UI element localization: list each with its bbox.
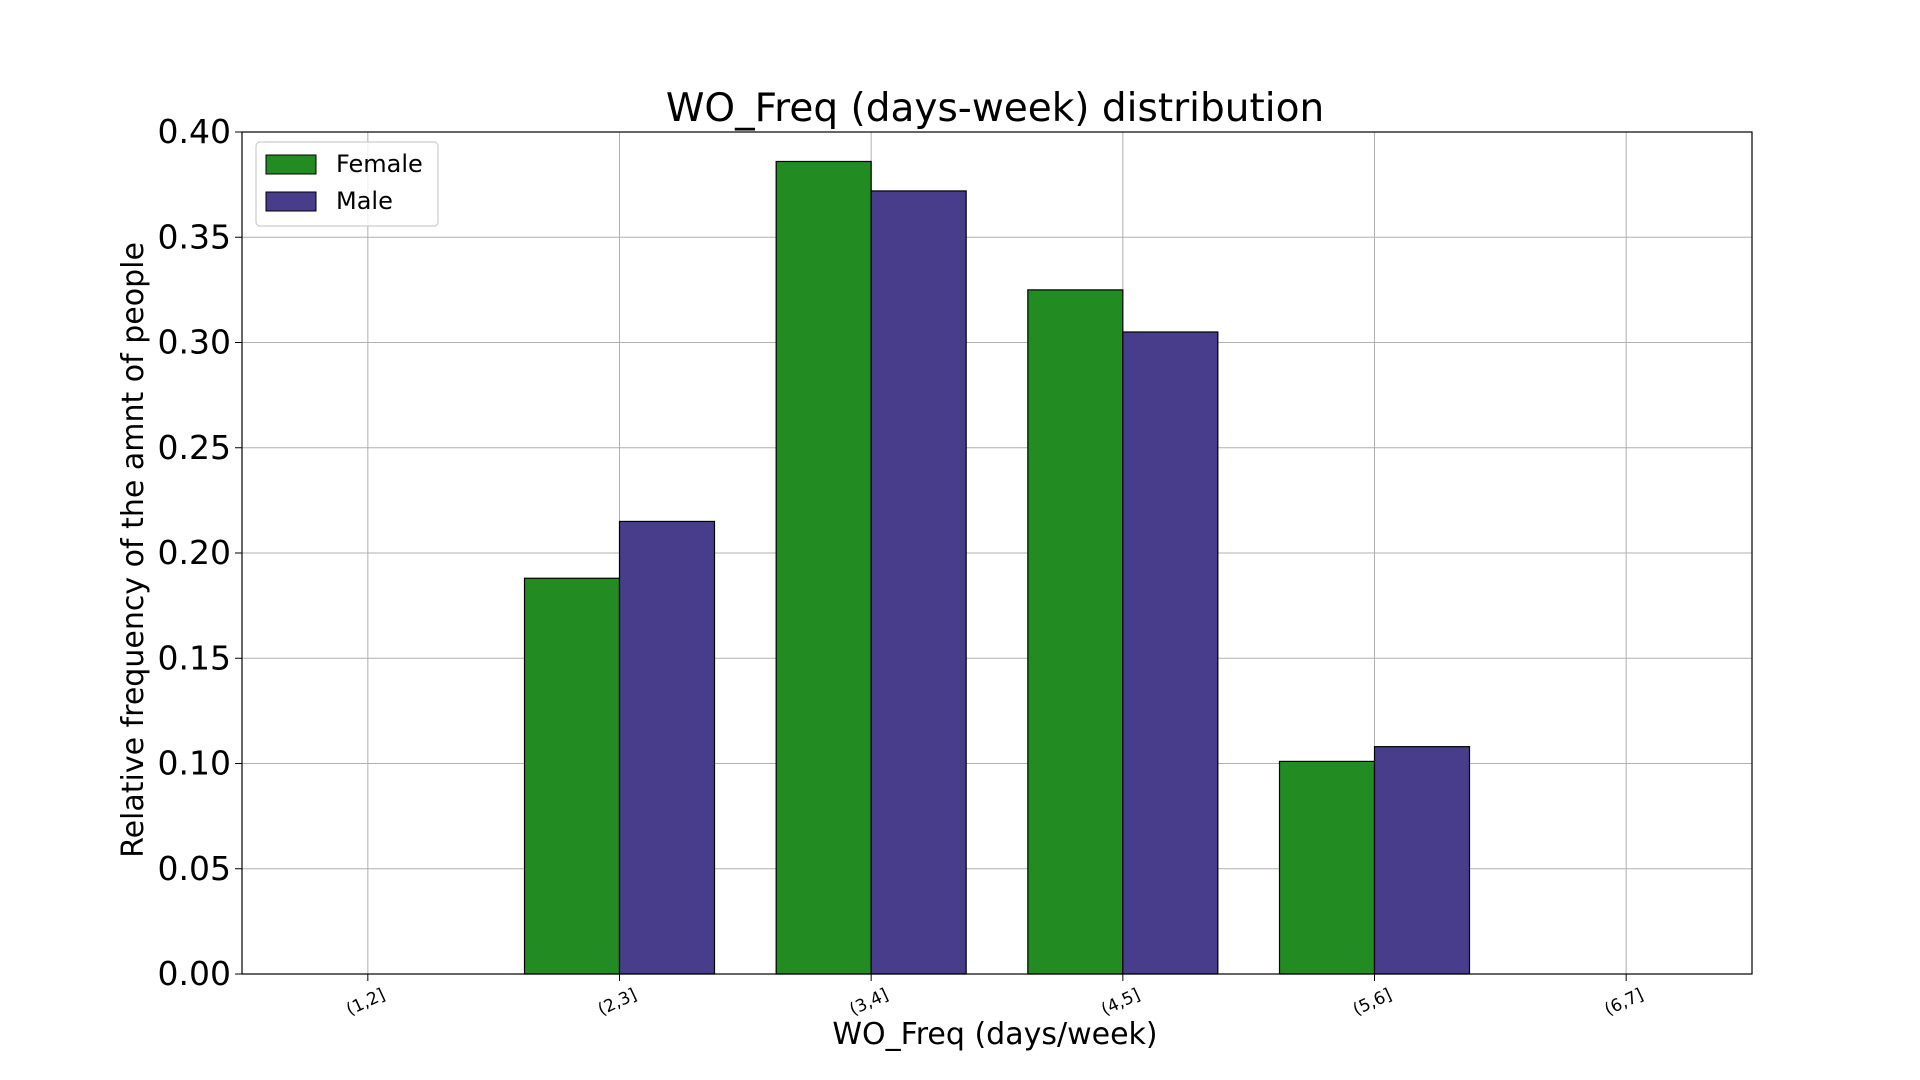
bar-male-1 [618, 520, 716, 975]
bar-female-1 [523, 577, 621, 975]
bar-female-2 [775, 160, 872, 975]
bar-male-4 [1373, 746, 1471, 975]
bar-female-4 [1278, 760, 1376, 975]
legend: Female Male [255, 141, 439, 227]
y-tick-label: 0.30 [158, 323, 231, 362]
y-tick-label: 0.10 [158, 744, 231, 783]
bars [523, 160, 1471, 975]
legend-label-female: Female [336, 150, 423, 178]
bar-male-2 [870, 190, 967, 975]
y-tick-label: 0.15 [158, 638, 231, 677]
bar-female-3 [1027, 289, 1124, 975]
y-tick-label: 0.40 [158, 112, 231, 151]
y-axis-title: Relative frequency of the amnt of people [116, 242, 151, 858]
y-tick-label: 0.25 [158, 428, 231, 467]
bar-male-3 [1122, 331, 1219, 975]
x-axis-title: WO_Freq (days/week) [832, 1017, 1157, 1052]
y-tick-label: 0.00 [158, 954, 231, 993]
y-axis-ticks: 0.00 0.05 0.10 0.15 0.20 0.25 0.30 0.35 0.40 [158, 112, 242, 993]
chart-title: WO_Freq (days-week) distribution [666, 86, 1324, 131]
y-tick-label: 0.20 [158, 533, 231, 572]
legend-label-male: Male [336, 187, 393, 215]
y-tick-label: 0.05 [158, 849, 231, 888]
legend-swatch-male [265, 191, 317, 212]
legend-swatch-female [265, 154, 317, 175]
y-tick-label: 0.35 [158, 217, 231, 256]
